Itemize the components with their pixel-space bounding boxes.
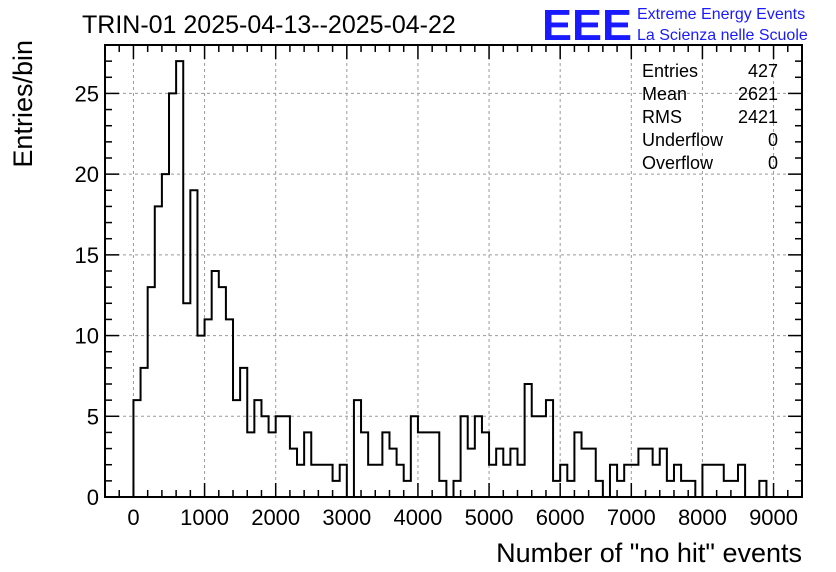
- eee-logo: EEE Extreme Energy Events La Scienza nel…: [542, 1, 808, 50]
- x-tick-label: 2000: [251, 505, 300, 530]
- axis-ticks: [104, 44, 803, 498]
- stats-entries-label: Entries: [642, 61, 698, 81]
- y-tick-label: 15: [75, 243, 99, 268]
- stats-overflow-label: Overflow: [642, 153, 714, 173]
- y-tick-label: 20: [75, 162, 99, 187]
- y-tick-label: 5: [87, 404, 99, 429]
- stats-entries-value: 427: [748, 61, 778, 81]
- eee-logo-line1: Extreme Energy Events: [637, 6, 805, 23]
- stats-underflow-label: Underflow: [642, 130, 724, 150]
- x-tick-label: 5000: [465, 505, 514, 530]
- x-tick-label: 8000: [678, 505, 727, 530]
- y-tick-labels: 0 5 10 15 20 25: [75, 81, 99, 510]
- x-tick-label: 6000: [536, 505, 585, 530]
- stats-box: Entries 427 Mean 2621 RMS 2421 Underflow…: [642, 61, 778, 173]
- y-axis-label: Entries/bin: [8, 40, 38, 168]
- plot-frame: [104, 44, 803, 498]
- x-axis-label: Number of "no hit" events: [496, 538, 802, 568]
- eee-logo-text: EEE: [542, 1, 632, 50]
- stats-underflow-value: 0: [768, 130, 778, 150]
- stats-overflow-value: 0: [768, 153, 778, 173]
- stats-rms-value: 2421: [738, 107, 778, 127]
- chart-title: TRIN-01 2025-04-13--2025-04-22: [82, 11, 456, 39]
- histogram-outline: [132, 60, 774, 498]
- y-tick-label: 0: [87, 485, 99, 510]
- stats-mean-label: Mean: [642, 84, 687, 104]
- x-tick-label: 7000: [607, 505, 656, 530]
- y-tick-label: 10: [75, 324, 99, 349]
- stats-rms-label: RMS: [642, 107, 682, 127]
- grid-lines: [105, 45, 802, 498]
- x-tick-label: 3000: [322, 505, 371, 530]
- eee-logo-line2: La Scienza nelle Scuole: [637, 27, 808, 44]
- x-tick-label: 4000: [393, 505, 442, 530]
- stats-mean-value: 2621: [738, 84, 778, 104]
- x-tick-labels: 0 1000 2000 3000 4000 5000 6000 7000 8000 9000: [127, 505, 798, 530]
- x-tick-label: 0: [127, 505, 139, 530]
- x-tick-label: 1000: [180, 505, 229, 530]
- x-tick-label: 9000: [749, 505, 798, 530]
- y-tick-label: 25: [75, 81, 99, 106]
